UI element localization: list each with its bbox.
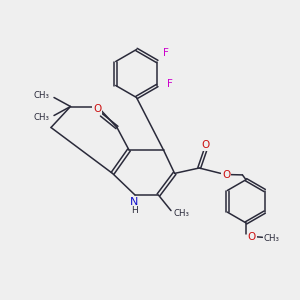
Text: O: O bbox=[201, 140, 209, 150]
Text: CH₃: CH₃ bbox=[173, 209, 190, 218]
Text: F: F bbox=[167, 79, 173, 89]
Text: N: N bbox=[130, 196, 139, 207]
Text: H: H bbox=[131, 206, 138, 215]
Text: CH₃: CH₃ bbox=[263, 234, 280, 243]
Text: CH₃: CH₃ bbox=[33, 91, 50, 100]
Text: CH₃: CH₃ bbox=[33, 113, 50, 122]
Text: O: O bbox=[248, 232, 256, 242]
Text: O: O bbox=[222, 169, 230, 180]
Text: O: O bbox=[93, 104, 101, 115]
Text: F: F bbox=[163, 48, 169, 58]
